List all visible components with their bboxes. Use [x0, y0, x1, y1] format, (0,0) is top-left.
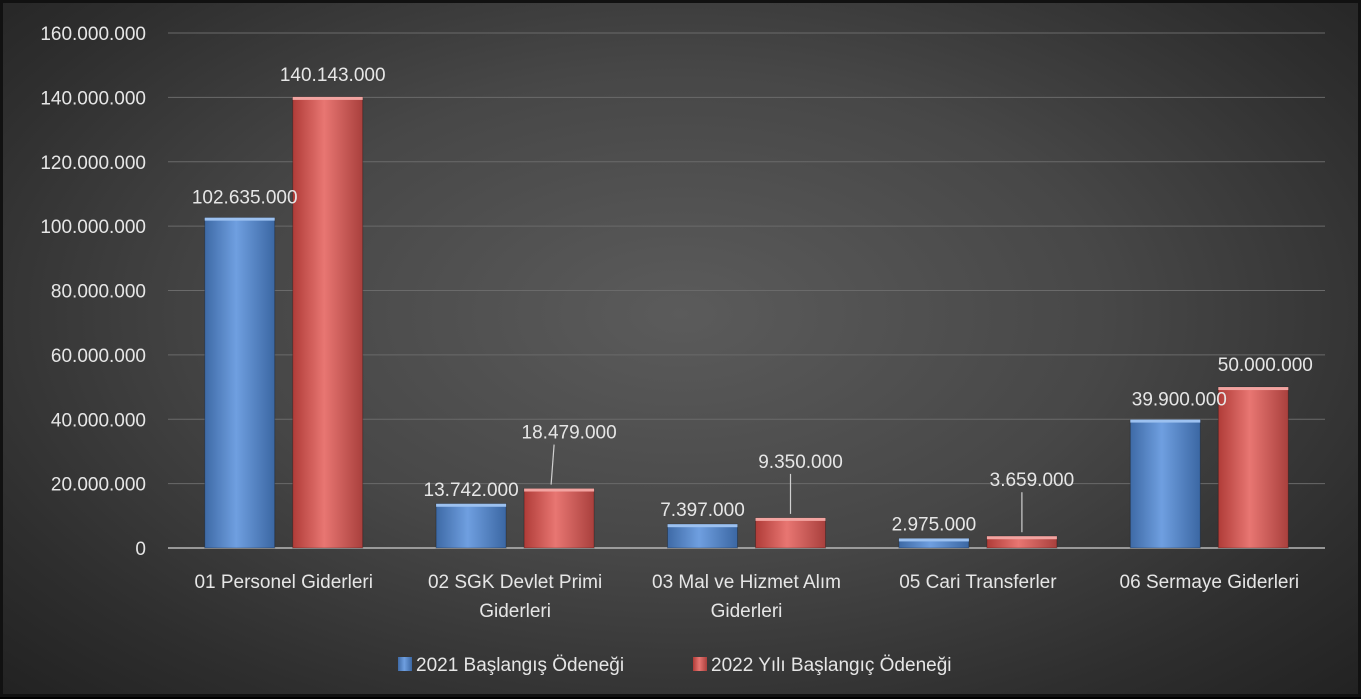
- bar-2022-1: [523, 488, 595, 549]
- x-category-label: 03 Mal ve Hizmet Alım: [652, 572, 841, 593]
- bar-top-highlight: [436, 503, 507, 507]
- bar-2022-0: [292, 96, 364, 549]
- legend-label: 2021 Başlangış Ödeneği: [416, 655, 624, 676]
- bar-top-highlight: [524, 488, 595, 492]
- x-axis-category-labels: 01 Personel Giderleri 02 SGK Devlet Primi…: [194, 572, 1299, 622]
- y-tick-label: 40.000.000: [51, 410, 146, 431]
- data-label: 50.000.000: [1218, 355, 1313, 376]
- bar-top-highlight: [292, 96, 363, 100]
- bar-2022-4: [1217, 386, 1289, 549]
- data-label: 2.975.000: [892, 514, 977, 535]
- y-tick-label: 160.000.000: [40, 24, 146, 45]
- x-category-label: Giderleri: [711, 601, 783, 622]
- data-label: 102.635.000: [192, 188, 298, 209]
- bar-top-highlight: [986, 536, 1057, 540]
- y-tick-label: 140.000.000: [40, 88, 146, 109]
- bar-top-highlight: [204, 217, 275, 221]
- bar-2021-0: [204, 217, 276, 549]
- bar-2021-1: [435, 503, 507, 549]
- data-label: 3.659.000: [990, 470, 1075, 491]
- y-axis-tick-labels: 0 20.000.000 40.000.000 60.000.000 80.000.00…: [40, 24, 146, 560]
- bar-top-highlight: [898, 538, 969, 542]
- data-label: 7.397.000: [660, 500, 745, 521]
- bar-chart: 0 20.000.000 40.000.000 60.000.000 80.000.00…: [40, 24, 1325, 676]
- bar-top-highlight: [667, 524, 738, 528]
- x-category-label: 06 Sermaye Giderleri: [1120, 572, 1300, 593]
- data-label: 18.479.000: [522, 423, 617, 444]
- y-tick-label: 60.000.000: [51, 346, 146, 367]
- leader-line: [550, 444, 555, 485]
- y-tick-label: 0: [135, 539, 146, 560]
- y-tick-label: 20.000.000: [51, 475, 146, 496]
- y-tick-label: 80.000.000: [51, 282, 146, 303]
- data-label: 13.742.000: [424, 480, 519, 501]
- bars: [204, 96, 1289, 549]
- bar-2021-2: [667, 523, 738, 549]
- x-category-label: 05 Cari Transferler: [899, 572, 1057, 593]
- bar-top-highlight: [1130, 419, 1201, 423]
- data-label: 140.143.000: [280, 65, 386, 86]
- y-tick-label: 100.000.000: [40, 217, 146, 238]
- bar-top-highlight: [1218, 387, 1289, 391]
- x-category-label: Giderleri: [479, 601, 551, 622]
- bar-2022-2: [755, 517, 826, 549]
- y-tick-label: 120.000.000: [40, 153, 146, 174]
- legend-swatch: [693, 657, 707, 671]
- x-category-label: 02 SGK Devlet Primi: [428, 572, 602, 593]
- data-labels: 102.635.000 13.742.000 7.397.000 2.975.000 3…: [192, 65, 1313, 536]
- data-label: 9.350.000: [758, 452, 843, 473]
- legend: 2021 Başlangış Ödeneği 2022 Yılı Başlangı…: [398, 655, 952, 676]
- data-label: 39.900.000: [1132, 390, 1227, 411]
- legend-label: 2022 Yılı Başlangıç Ödeneği: [711, 655, 952, 676]
- bar-2021-4: [1129, 419, 1201, 549]
- x-category-label: 01 Personel Giderleri: [194, 572, 372, 593]
- bar-top-highlight: [755, 517, 826, 521]
- legend-swatch: [398, 657, 412, 671]
